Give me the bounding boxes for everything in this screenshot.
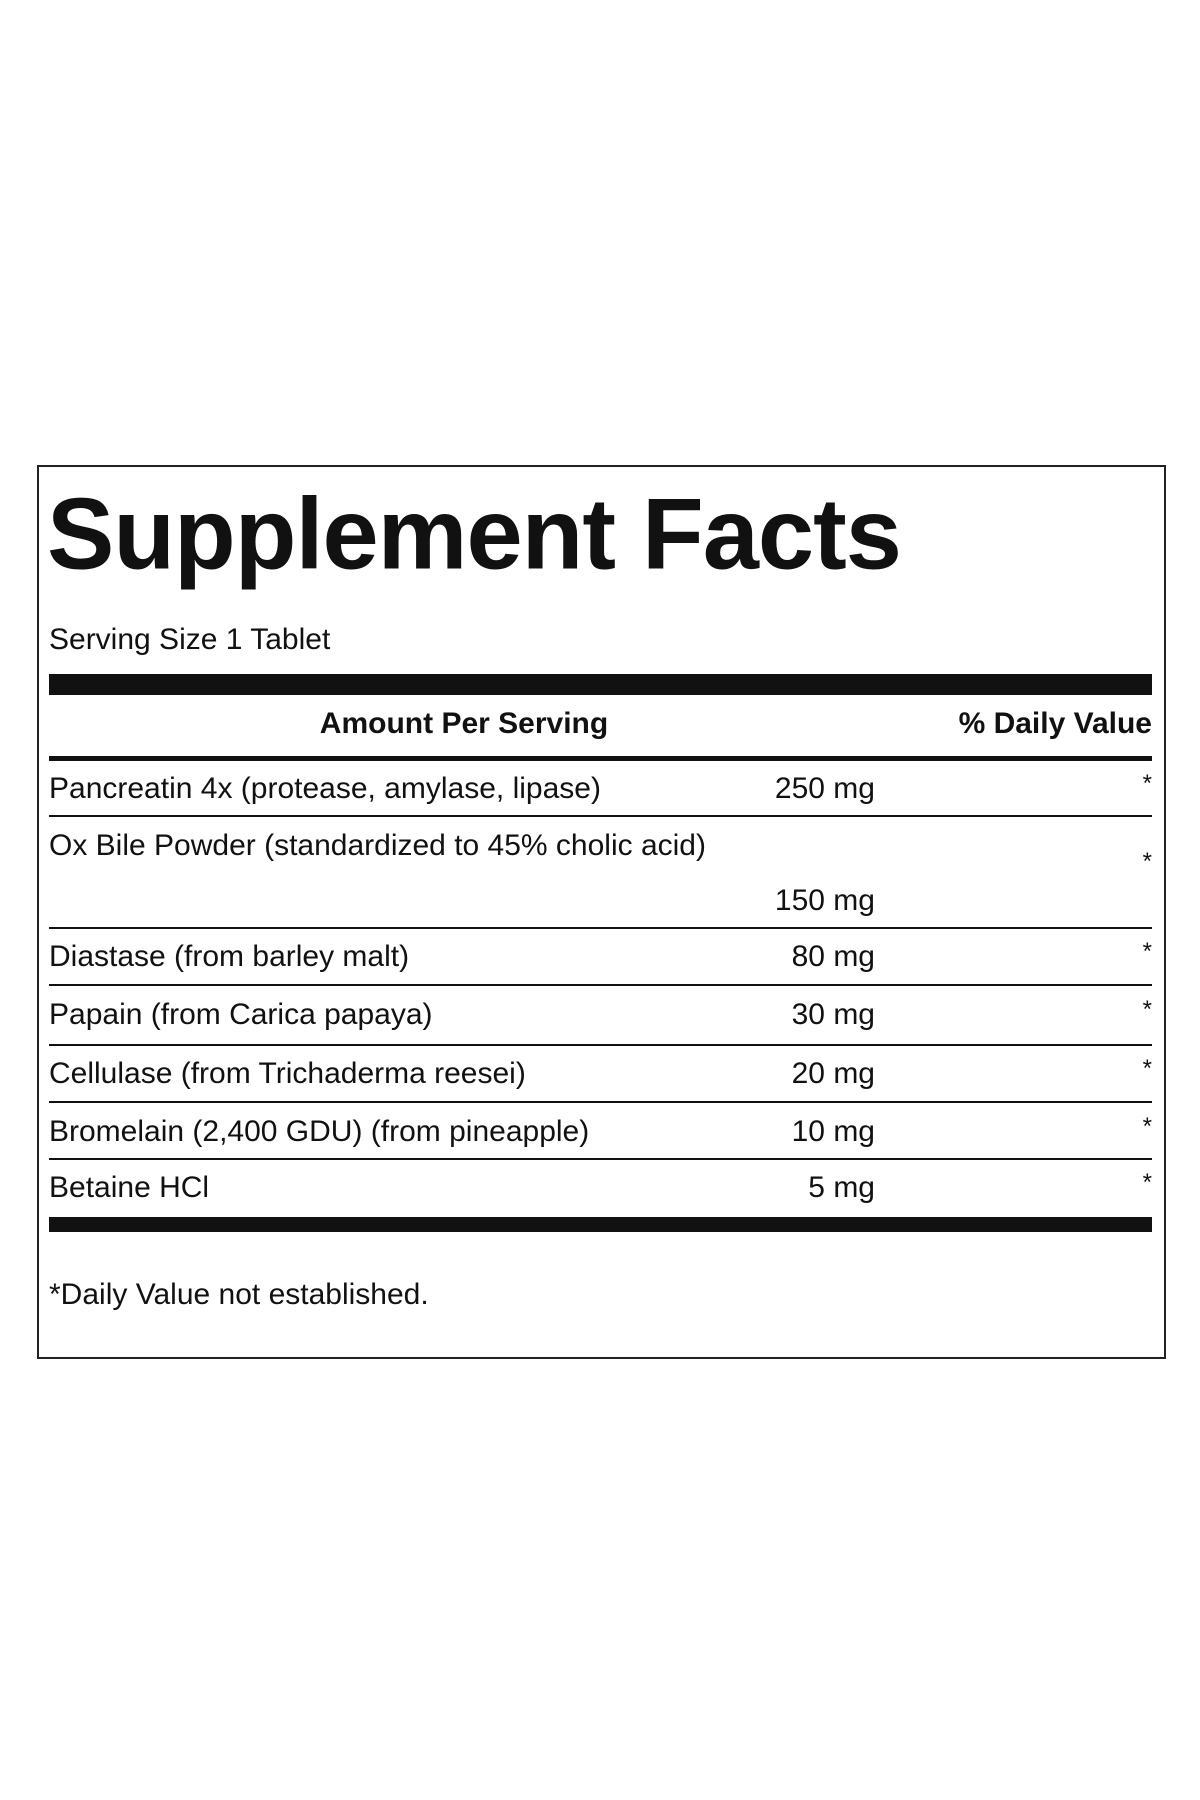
ingredient-name: Ox Bile Powder (standardized to 45% chol… bbox=[49, 829, 706, 862]
column-header: % Daily Value bbox=[958, 707, 1152, 740]
daily-value: * bbox=[1142, 938, 1152, 965]
serving-size: Serving Size 1 Tablet bbox=[49, 623, 331, 656]
thick-rule bbox=[49, 1217, 1152, 1232]
daily-value: * bbox=[1142, 848, 1152, 875]
ingredient-amount: 20 mg bbox=[791, 1057, 875, 1090]
daily-value: * bbox=[1142, 1169, 1152, 1196]
row-separator bbox=[49, 815, 1152, 817]
daily-value: * bbox=[1142, 1055, 1152, 1082]
label-box bbox=[37, 465, 1166, 1359]
daily-value: * bbox=[1142, 770, 1152, 797]
row-separator bbox=[49, 927, 1152, 929]
daily-value: * bbox=[1142, 1113, 1152, 1140]
ingredient-name: Cellulase (from Trichaderma reesei) bbox=[49, 1057, 526, 1090]
ingredient-amount: 5 mg bbox=[808, 1171, 875, 1204]
footnote: *Daily Value not established. bbox=[49, 1278, 429, 1311]
row-separator bbox=[49, 1101, 1152, 1103]
column-header: Amount Per Serving bbox=[319, 707, 609, 740]
ingredient-amount: 80 mg bbox=[791, 940, 875, 973]
ingredient-amount: 30 mg bbox=[791, 998, 875, 1031]
row-separator bbox=[49, 1158, 1152, 1160]
ingredient-name: Papain (from Carica papaya) bbox=[49, 998, 433, 1031]
ingredient-amount: 10 mg bbox=[791, 1115, 875, 1148]
thick-rule bbox=[49, 674, 1152, 695]
ingredient-name: Bromelain (2,400 GDU) (from pineapple) bbox=[49, 1115, 590, 1148]
ingredient-name: Betaine HCl bbox=[49, 1171, 210, 1204]
daily-value: * bbox=[1142, 996, 1152, 1023]
row-separator bbox=[49, 1044, 1152, 1046]
ingredient-amount: 150 mg bbox=[774, 884, 875, 917]
row-separator bbox=[49, 984, 1152, 986]
header-rule bbox=[49, 756, 1152, 761]
ingredient-name: Diastase (from barley malt) bbox=[49, 940, 410, 973]
ingredient-name: Pancreatin 4x (protease, amylase, lipase… bbox=[49, 772, 601, 805]
title: Supplement Facts bbox=[47, 478, 902, 591]
ingredient-amount: 250 mg bbox=[774, 772, 875, 805]
